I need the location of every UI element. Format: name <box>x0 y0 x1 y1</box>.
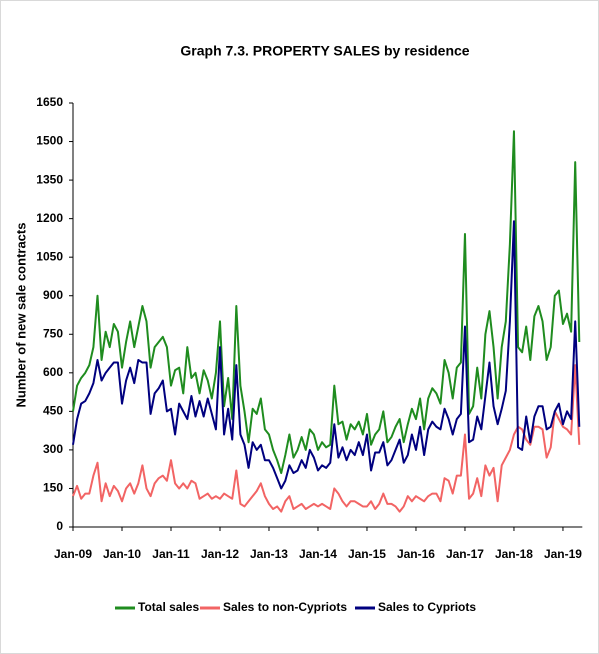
x-tick-label: Jan-10 <box>103 547 141 561</box>
legend-label: Sales to Cypriots <box>378 600 476 614</box>
x-tick-label: Jan-09 <box>54 547 92 561</box>
y-tick-label: 1350 <box>36 172 63 186</box>
y-tick-label: 300 <box>43 442 63 456</box>
series-line <box>72 364 581 513</box>
x-tick-label: Jan-18 <box>495 547 533 561</box>
x-tick-label: Jan-17 <box>446 547 484 561</box>
chart-title: Graph 7.3. PROPERTY SALES by residence <box>180 43 469 59</box>
y-tick-label: 450 <box>43 404 63 418</box>
legend-label: Total sales <box>138 600 199 614</box>
series-line <box>72 130 581 475</box>
y-tick-label: 750 <box>43 326 63 340</box>
x-tick-label: Jan-12 <box>201 547 239 561</box>
y-tick-label: 900 <box>43 288 63 302</box>
y-tick-label: 1650 <box>36 95 63 109</box>
legend-label: Sales to non-Cypriots <box>223 600 347 614</box>
y-tick-label: 1500 <box>36 134 63 148</box>
x-tick-label: Jan-13 <box>250 547 288 561</box>
y-tick-label: 1050 <box>36 249 63 263</box>
x-tick-label: Jan-15 <box>348 547 386 561</box>
series-line <box>72 220 581 490</box>
x-tick-label: Jan-16 <box>397 547 435 561</box>
y-tick-label: 600 <box>43 365 63 379</box>
y-tick-label: 1200 <box>36 211 63 225</box>
x-tick-label: Jan-14 <box>299 547 337 561</box>
y-tick-label: 150 <box>43 481 63 495</box>
y-tick-label: 0 <box>56 519 63 533</box>
x-tick-label: Jan-19 <box>544 547 582 561</box>
x-tick-label: Jan-11 <box>152 547 190 561</box>
y-axis-label: Number of new sale contracts <box>13 223 28 408</box>
